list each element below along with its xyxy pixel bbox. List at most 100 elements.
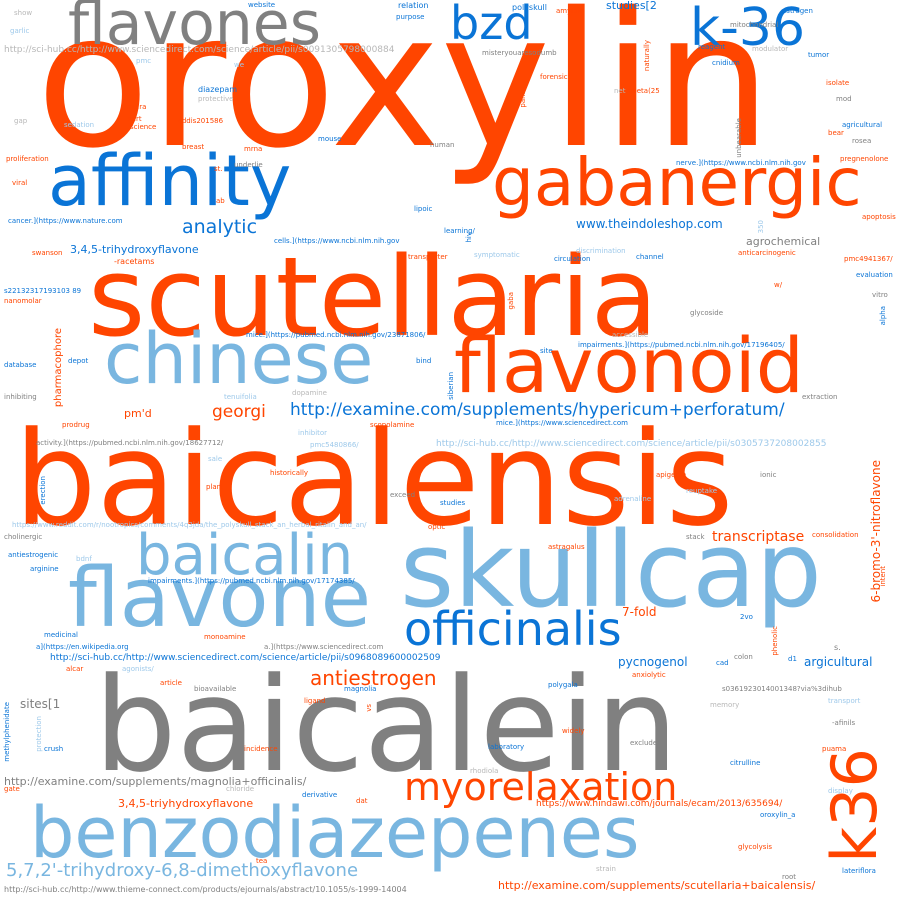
word-st: st. bbox=[214, 165, 223, 173]
word-s0361923: s0361923014001348?via%3dihub bbox=[722, 685, 842, 693]
word-pharmacophore: pharmacophore bbox=[53, 328, 64, 408]
word-url-wikipedia: a](https://en.wikipedia.org bbox=[36, 643, 129, 651]
word-chloride: chloride bbox=[226, 785, 255, 793]
word-agricultural: agricultural bbox=[842, 121, 883, 129]
word-analytic: analytic bbox=[182, 216, 258, 238]
word-triyhydroxyflavone: 3,4,5-triyhydroxyflavone bbox=[118, 797, 254, 810]
word-url-activity: activity.](https://pubmed.ncbi.nlm.nih.g… bbox=[36, 439, 224, 447]
word-k-36: k-36 bbox=[690, 0, 806, 58]
word-medicinal: medicinal bbox=[44, 631, 78, 639]
word-methylphenidate: methylphenidate bbox=[3, 702, 11, 762]
word-2vo: 2vo bbox=[740, 613, 753, 621]
word-racetams: -racetams bbox=[114, 257, 155, 266]
word-pmc: pmc bbox=[136, 57, 152, 65]
word-strain: strain bbox=[596, 865, 616, 873]
word-net: net bbox=[614, 87, 626, 95]
word-url-mice-sd: mice.](https://www.sciencedirect.com bbox=[496, 419, 628, 427]
word-affinity: affinity bbox=[48, 140, 292, 222]
word-oroxylin: oroxylin bbox=[36, 0, 772, 189]
word-url-reddit: https://www.reddit.com/r/nootropics/comm… bbox=[12, 521, 367, 529]
word-vitro: vitro bbox=[872, 291, 888, 299]
word-monoamine: monoamine bbox=[204, 633, 246, 641]
word-oroxylin-a: oroxylin_a bbox=[760, 811, 796, 819]
word-bzd: bzd bbox=[450, 0, 533, 50]
word-laboratory: laboratory bbox=[488, 743, 525, 751]
word-url-scutellaria: http://examine.com/supplements/scutellar… bbox=[498, 879, 816, 892]
word-cnidium: cnidium bbox=[712, 59, 740, 67]
word-widely: widely bbox=[562, 727, 585, 735]
word-cad: cad bbox=[716, 659, 729, 667]
word-muira: muira bbox=[126, 103, 147, 111]
word-gate: gate bbox=[4, 785, 20, 793]
word-gap: gap bbox=[14, 117, 28, 125]
word-adrenaline: adrenaline bbox=[614, 495, 652, 503]
word-d1: d1 bbox=[788, 655, 797, 663]
word-baicalein: baicalein bbox=[94, 649, 679, 801]
word-agonists: agonists/ bbox=[122, 665, 154, 673]
word-circulation: circulation bbox=[554, 255, 591, 263]
word-intent: intent bbox=[879, 566, 887, 587]
word-baicalensis: baicalensis bbox=[14, 403, 734, 555]
word-lipoic: lipoic bbox=[414, 205, 433, 213]
word-crush: crush bbox=[44, 745, 64, 753]
word-url-cancer: cancer.](https://www.nature.com bbox=[8, 217, 123, 225]
word-accessible: accessible bbox=[612, 331, 649, 339]
word-swanson: swanson bbox=[32, 249, 63, 257]
word-flavonoid: flavonoid bbox=[454, 321, 804, 410]
word-url-scihub-2: http://sci-hub.cc/http://www.sciencedire… bbox=[436, 439, 827, 449]
word-proliferation: proliferation bbox=[6, 155, 49, 163]
word-mod: mod bbox=[836, 95, 852, 103]
word-antiestrogenic: antiestrogenic bbox=[8, 551, 59, 559]
word-gabanergic: gabanergic bbox=[492, 144, 862, 221]
word-relation: relation bbox=[398, 1, 429, 10]
word-anxiolytic: anxiolytic bbox=[632, 671, 666, 679]
word-protective: protective bbox=[198, 95, 234, 103]
word-prodrug: prodrug bbox=[62, 421, 90, 429]
word-studies: studies bbox=[440, 499, 466, 507]
word-350: 350 bbox=[757, 220, 765, 234]
word-tumor: tumor bbox=[808, 51, 830, 59]
word-phenolic: phenolic bbox=[771, 626, 779, 656]
word-sedation: sedation bbox=[64, 121, 95, 129]
word-purpose: purpose bbox=[396, 13, 425, 21]
word-antiestrogen: antiestrogen bbox=[310, 666, 437, 690]
word-bind: bind bbox=[416, 357, 432, 365]
word-underlie: underlie bbox=[234, 161, 263, 169]
word-misteryouaresodumb: misteryouaresodumb bbox=[482, 49, 557, 57]
word-chinese: chinese bbox=[104, 318, 374, 400]
word-channel: channel bbox=[636, 253, 664, 261]
word-protection: protection bbox=[35, 716, 43, 752]
word-pmd: pm'd bbox=[124, 407, 152, 420]
word-alcar: alcar bbox=[66, 665, 84, 673]
word-url-a-sd: a.](https://www.sciencedirect.com bbox=[264, 643, 384, 651]
word-human: human bbox=[430, 141, 455, 149]
word-bear: bear bbox=[828, 129, 844, 137]
word-url-scihub-thieme: http://sci-hub.cc/http://www.thieme-conn… bbox=[4, 885, 407, 894]
word-studies2: studies[2 bbox=[606, 0, 657, 12]
word-breast: breast bbox=[182, 143, 205, 151]
word-bioavailable: bioavailable bbox=[194, 685, 237, 693]
word-rhodiola: rhodiola bbox=[470, 767, 499, 775]
word-mrna: mrna bbox=[244, 145, 263, 153]
word-dat: dat bbox=[356, 797, 368, 805]
word-scopolamine: scopolamine bbox=[370, 421, 415, 429]
word-myorelaxation: myorelaxation bbox=[404, 765, 678, 809]
word-lateriflora: lateriflora bbox=[842, 867, 876, 875]
word-apigenin: apigenin bbox=[656, 471, 687, 479]
word-tenuifolia: tenuifolia bbox=[224, 393, 257, 401]
word-glycolysis: glycolysis bbox=[738, 843, 772, 851]
word-extraction: extraction bbox=[802, 393, 838, 401]
word-stack: stack bbox=[686, 533, 705, 541]
word-k36: k36 bbox=[818, 748, 891, 863]
word-evaluation: evaluation bbox=[856, 271, 893, 279]
word-georgi: georgi bbox=[212, 402, 266, 422]
word-sites1: sites[1 bbox=[20, 697, 61, 711]
word-url-impairments-1: impairments.](https://pubmed.ncbi.nlm.ni… bbox=[578, 341, 785, 349]
word-s2213231: s22132317193103 89 bbox=[4, 287, 82, 295]
word-abeta25: abeta(25 bbox=[628, 87, 660, 95]
word-url-nerve: nerve.](https://www.ncbi.nlm.nih.gov bbox=[676, 159, 806, 167]
word-garlic: garlic bbox=[10, 27, 30, 35]
word-polygala: polygala bbox=[548, 681, 578, 689]
word-memory: memory bbox=[710, 701, 740, 709]
